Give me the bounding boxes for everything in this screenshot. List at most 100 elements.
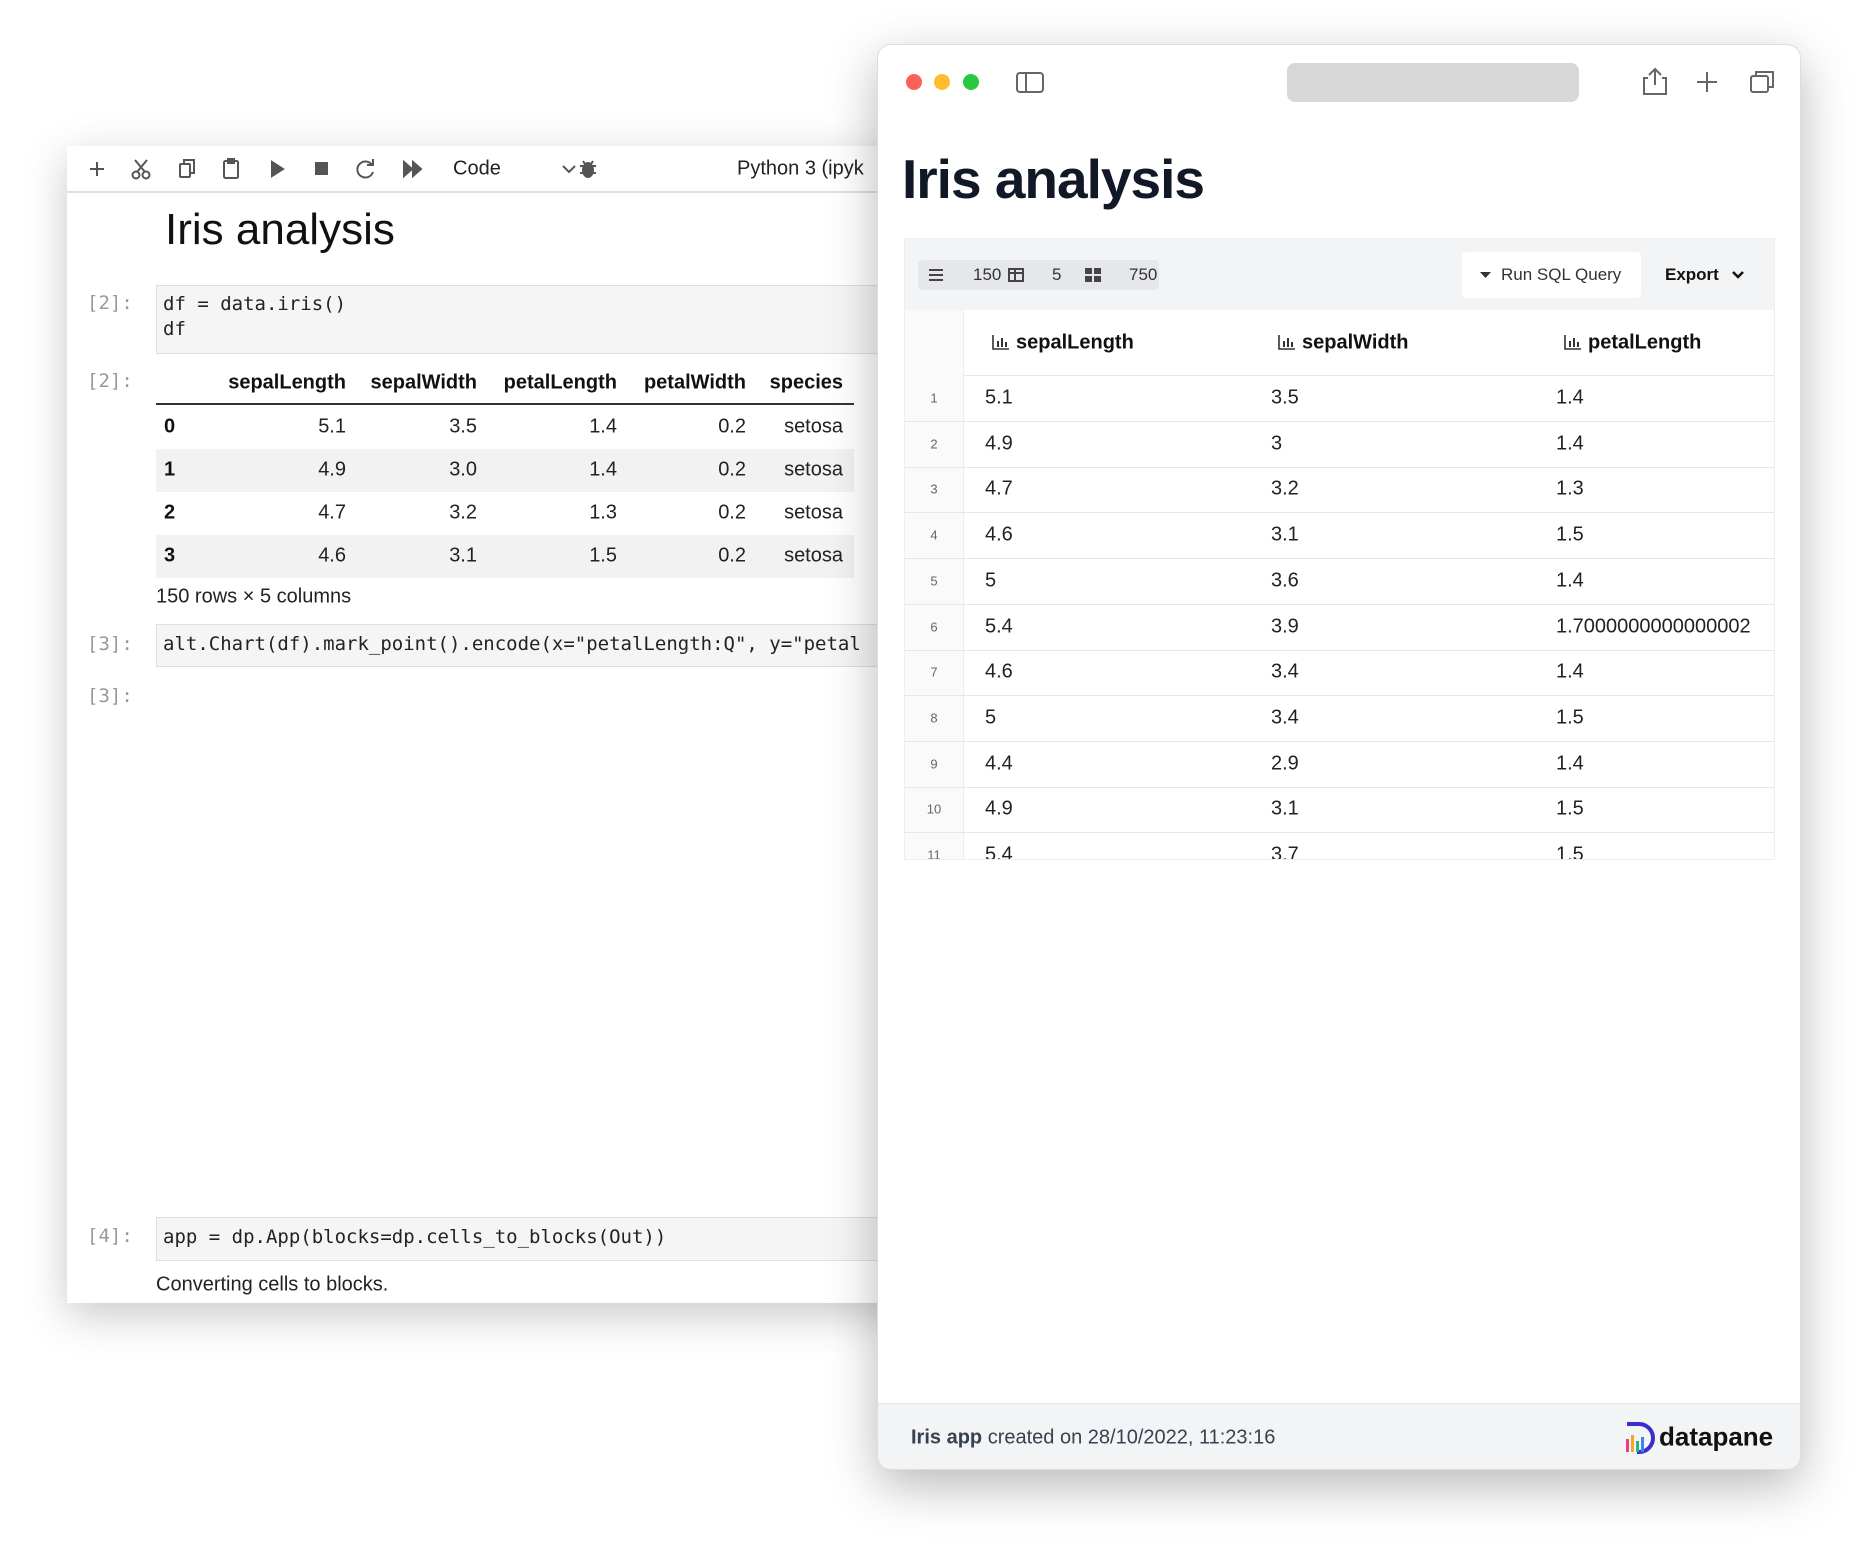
table-cell: 4.6 <box>318 544 346 567</box>
sql-button-label[interactable]: Run SQL Query <box>1501 265 1622 284</box>
row-number: 8 <box>930 710 938 726</box>
cell-prompt: [2]: <box>87 292 133 314</box>
row-index: 3 <box>164 544 176 567</box>
output-prompt: [2]: <box>87 370 133 392</box>
toolbar-icons <box>90 158 596 180</box>
table-cell: 1.4 <box>589 458 617 481</box>
cell-type[interactable]: Code <box>453 157 501 180</box>
new-tab-icon[interactable] <box>1697 72 1717 92</box>
table-cell: 4.9 <box>985 797 1013 820</box>
export-button[interactable] <box>1654 252 1765 298</box>
sidebar-icon[interactable] <box>1016 72 1044 93</box>
row-rule <box>905 466 1774 468</box>
share-icon[interactable] <box>1643 67 1667 95</box>
row-number: 5 <box>930 573 938 589</box>
cell-prompt: [3]: <box>87 633 133 655</box>
created-date: created on 28/10/2022, 11:23:16 <box>987 1426 1276 1449</box>
table-cell: setosa <box>784 458 843 481</box>
brand-logo <box>1626 1422 1655 1454</box>
cell-count: 750 <box>1129 265 1158 284</box>
data-table: 150 5 750 Run SQL Query Export sepalLeng… <box>904 238 1775 860</box>
close-button[interactable] <box>906 74 922 90</box>
kernel-name[interactable]: Python 3 (ipyk <box>737 157 864 180</box>
table-cell: 3.2 <box>1271 477 1299 500</box>
table-cell: 4.9 <box>985 432 1013 455</box>
columns-icon <box>1008 268 1024 282</box>
table-cell: setosa <box>784 544 843 567</box>
column-type-icon <box>992 335 1009 350</box>
row-rule <box>905 740 1774 742</box>
column-header: sepalLength <box>1016 331 1134 354</box>
table-cell: 1.4 <box>589 415 617 438</box>
table-cell: 3.1 <box>449 544 477 567</box>
table-cell: 0.2 <box>718 458 746 481</box>
header-rule <box>156 403 854 405</box>
row-rule <box>905 649 1774 651</box>
table-cell: 1.3 <box>1556 477 1584 500</box>
table-cell: 4.7 <box>985 477 1013 500</box>
minimize-button[interactable] <box>934 74 950 90</box>
table-cell: 3.2 <box>449 501 477 524</box>
app-name: Iris app <box>911 1426 983 1449</box>
code-cell[interactable] <box>156 285 927 354</box>
row-rule <box>905 603 1774 605</box>
table-cell: 0.2 <box>718 415 746 438</box>
scatter-chart <box>67 146 927 1303</box>
copy-icon[interactable] <box>179 159 195 178</box>
run-icon[interactable] <box>271 160 285 178</box>
table-cell: 3.6 <box>1271 569 1299 592</box>
table-cell: 3.5 <box>1271 386 1299 409</box>
table-cell: 3.4 <box>1271 706 1299 729</box>
table-cell: 3.4 <box>1271 660 1299 683</box>
window-chrome <box>906 63 1774 102</box>
sql-button[interactable] <box>1462 252 1641 298</box>
cut-icon[interactable] <box>131 159 151 180</box>
zoom-button[interactable] <box>963 74 979 90</box>
row-number: 11 <box>927 847 941 860</box>
row-count: 150 <box>973 265 1002 284</box>
table-cell: 1.3 <box>589 501 617 524</box>
table-cell: 0.2 <box>718 544 746 567</box>
column-header: sepalLength <box>228 371 346 394</box>
column-header: petalWidth <box>643 371 746 394</box>
add-icon[interactable] <box>90 162 104 176</box>
paste-icon[interactable] <box>223 158 239 179</box>
stop-icon[interactable] <box>315 162 328 175</box>
column-header: sepalWidth <box>370 371 478 394</box>
table-cell: 1.4 <box>1556 386 1584 409</box>
row-number: 7 <box>930 664 938 680</box>
code-line: df = data.iris() <box>163 293 347 315</box>
caret-icon <box>1480 272 1491 278</box>
row-number: 6 <box>930 619 938 634</box>
tabs-icon[interactable] <box>1750 71 1774 93</box>
table-cell: 1.5 <box>1556 843 1584 860</box>
column-count: 5 <box>1052 265 1062 284</box>
dropdown-chevron[interactable] <box>562 165 576 174</box>
table-summary: 150 rows × 5 columns <box>156 585 352 608</box>
table-cell: 2.9 <box>1271 752 1299 775</box>
restart-icon[interactable] <box>356 159 374 179</box>
table-cell: 1.5 <box>1556 706 1584 729</box>
chevron-icon <box>1732 271 1744 279</box>
run-all-icon[interactable] <box>403 159 423 179</box>
address-bar[interactable] <box>1287 63 1579 102</box>
table-cell: 5.4 <box>985 843 1013 860</box>
table-cell: 1.5 <box>589 544 617 567</box>
code-line: app = dp.App(blocks=dp.cells_to_blocks(O… <box>163 1226 667 1248</box>
row-index: 2 <box>164 501 176 524</box>
code-cell[interactable] <box>156 624 927 667</box>
table-cell: 4.9 <box>318 458 346 481</box>
table-cell: 3.1 <box>1271 523 1299 546</box>
debug-icon[interactable] <box>580 160 596 178</box>
code-cell[interactable] <box>156 1217 927 1261</box>
row-rule <box>905 512 1774 514</box>
export-label[interactable]: Export <box>1665 265 1719 284</box>
table-cell: 1.5 <box>1556 523 1584 546</box>
table-cell: 5.1 <box>318 415 346 438</box>
table-cell: 4.4 <box>985 752 1013 775</box>
rows-icon <box>929 269 943 281</box>
toolbar: Code Python 3 (ipyk <box>67 146 927 193</box>
row-number: 3 <box>930 481 938 497</box>
table-cell: 3.9 <box>1271 615 1299 637</box>
